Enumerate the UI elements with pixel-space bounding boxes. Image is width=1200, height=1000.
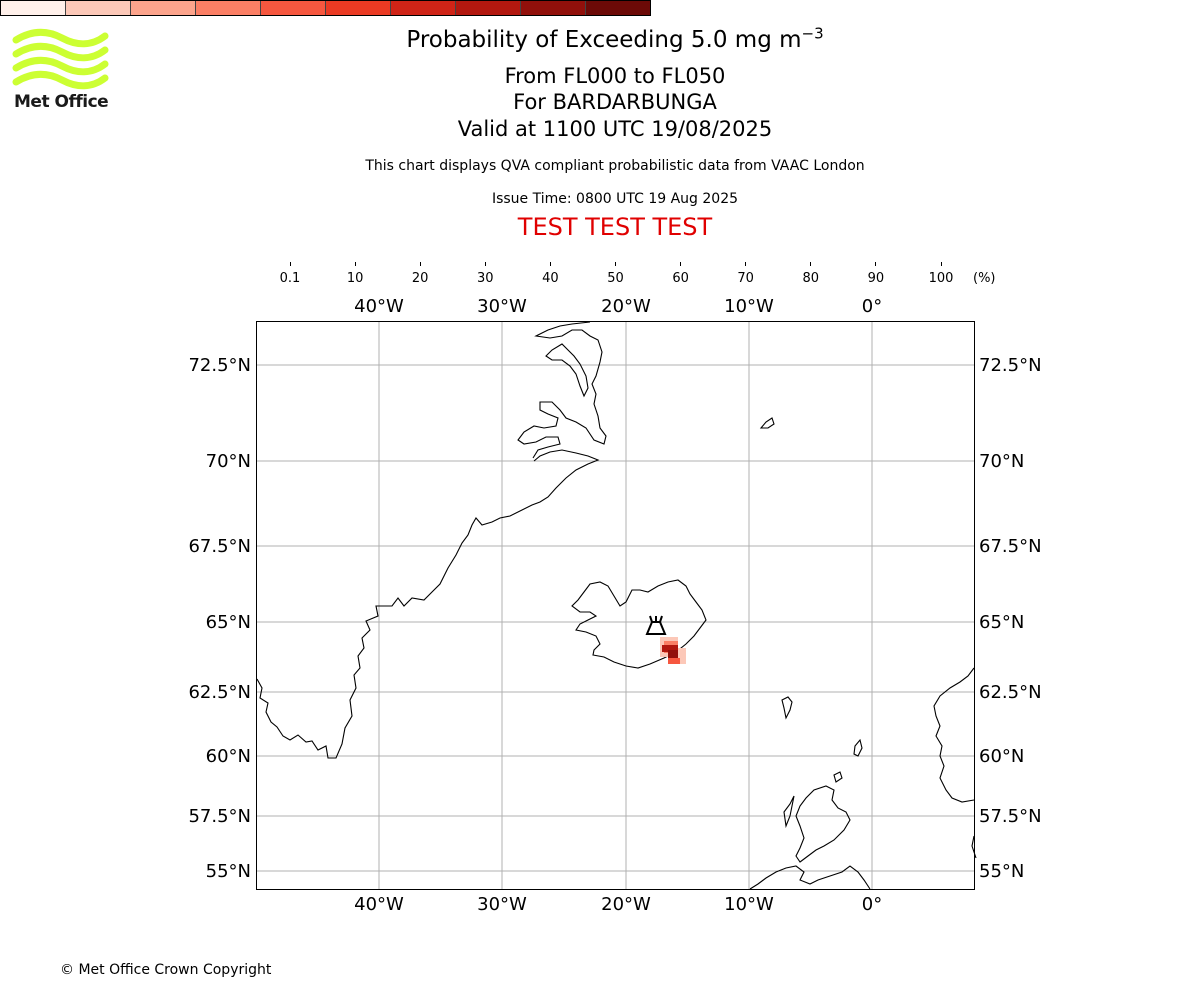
subtitle-levels: From FL000 to FL050 — [504, 64, 726, 88]
colorbar-tick-label: 80 — [802, 271, 820, 286]
colorbar-tick-label: 70 — [737, 271, 754, 286]
lat-label: 67.5°N — [188, 536, 251, 557]
lon-label: 20°W — [601, 894, 651, 915]
colorbar — [0, 0, 651, 16]
logo-text: Met Office — [14, 92, 109, 112]
colorbar-segment — [66, 1, 131, 15]
colorbar-tick-mark — [615, 262, 616, 266]
colorbar-tick-mark — [484, 262, 486, 266]
subtitle-valid-time: Valid at 1100 UTC 19/08/2025 — [457, 117, 773, 141]
colorbar-unit: (%) — [973, 271, 996, 286]
chart-title: Probability of Exceeding 5.0 mg m−3 — [0, 24, 1200, 53]
colorbar-tick-mark — [549, 262, 551, 266]
lat-labels-right: 72.5°N 70°N 67.5°N 65°N 62.5°N 60°N 57.5… — [979, 355, 1042, 882]
lat-label: 62.5°N — [979, 682, 1042, 703]
lat-label: 57.5°N — [188, 806, 251, 827]
colorbar-tick-label: 0.1 — [279, 271, 301, 286]
colorbar-tick-label: 100 — [928, 271, 954, 286]
colorbar-tick-label: 20 — [411, 271, 429, 286]
lat-label: 65°N — [979, 612, 1024, 633]
colorbar-tick-mark — [680, 262, 682, 266]
colorbar-segment — [261, 1, 326, 15]
colorbar-tick-mark — [289, 262, 291, 266]
coast-hebrides — [783, 795, 795, 829]
test-banner: TEST TEST TEST — [517, 213, 713, 241]
colorbar-tick-mark — [745, 262, 747, 266]
lat-label: 72.5°N — [979, 355, 1042, 376]
colorbar-segment — [196, 1, 261, 15]
coast-faroe — [781, 696, 793, 720]
lat-label: 62.5°N — [188, 682, 251, 703]
coastlines — [256, 321, 977, 890]
colorbar-tick-label: 90 — [867, 271, 885, 286]
lat-label: 70°N — [979, 451, 1024, 472]
disclaimer-text: This chart displays QVA compliant probab… — [365, 158, 865, 174]
lon-label: 30°W — [477, 894, 527, 915]
lat-label: 60°N — [979, 746, 1024, 767]
lat-label: 55°N — [979, 861, 1024, 882]
issue-time: Issue Time: 0800 UTC 19 Aug 2025 — [491, 191, 739, 207]
colorbar-tick-mark — [419, 262, 421, 266]
colorbar-segment — [521, 1, 586, 15]
colorbar-tick-label: 10 — [346, 271, 364, 286]
copyright-text: © Met Office Crown Copyright — [60, 962, 272, 978]
colorbar-segment — [391, 1, 456, 15]
lat-label: 55°N — [206, 861, 251, 882]
colorbar-segment — [586, 1, 650, 15]
coast-scotland — [749, 785, 871, 890]
lat-label: 65°N — [206, 612, 251, 633]
title-exponent: −3 — [801, 24, 824, 43]
lon-label: 10°W — [724, 894, 774, 915]
lon-label: 30°W — [477, 296, 527, 317]
colorbar-tick-label: 40 — [542, 271, 559, 286]
colorbar-tick-label: 50 — [607, 271, 624, 286]
lon-label: 40°W — [354, 296, 404, 317]
colorbar-segment — [326, 1, 391, 15]
map-frame — [256, 321, 975, 890]
lat-labels-left: 72.5°N 70°N 67.5°N 65°N 62.5°N 60°N 57.5… — [188, 355, 251, 882]
lon-label: 10°W — [724, 296, 774, 317]
colorbar-tick-mark — [940, 262, 942, 266]
lat-label: 67.5°N — [979, 536, 1042, 557]
colorbar-segment — [131, 1, 196, 15]
lat-label: 60°N — [206, 746, 251, 767]
colorbar-segment — [1, 1, 66, 15]
lon-label: 0° — [862, 894, 882, 915]
coast-orkney — [833, 771, 843, 783]
lon-label: 40°W — [354, 894, 404, 915]
lat-label: 57.5°N — [979, 806, 1042, 827]
coast-greenland — [256, 321, 607, 759]
coast-jan-mayen — [759, 417, 775, 429]
colorbar-tick-mark — [875, 262, 877, 266]
lat-label: 72.5°N — [188, 355, 251, 376]
colorbar-tick-label: 30 — [477, 271, 494, 286]
colorbar-segment — [456, 1, 521, 15]
met-office-logo-icon — [12, 28, 109, 90]
subtitle-volcano: For BARDARBUNGA — [513, 90, 717, 114]
lon-labels-bottom: 40°W 30°W 20°W 10°W 0° — [354, 894, 882, 915]
colorbar-tick-label: 60 — [672, 271, 689, 286]
lat-label: 70°N — [206, 451, 251, 472]
colorbar-tick-mark — [810, 262, 812, 266]
lon-label: 20°W — [601, 296, 651, 317]
title-main: Probability of Exceeding 5.0 mg m — [406, 27, 802, 53]
ash-plume — [660, 637, 686, 664]
volcano-icon — [645, 615, 667, 635]
coast-norway — [933, 667, 977, 859]
colorbar-tick-mark — [354, 262, 356, 266]
coast-shetland — [853, 738, 863, 757]
graticule — [257, 322, 974, 889]
lon-labels-top: 40°W 30°W 20°W 10°W 0° — [354, 296, 882, 317]
lon-label: 0° — [862, 296, 882, 317]
